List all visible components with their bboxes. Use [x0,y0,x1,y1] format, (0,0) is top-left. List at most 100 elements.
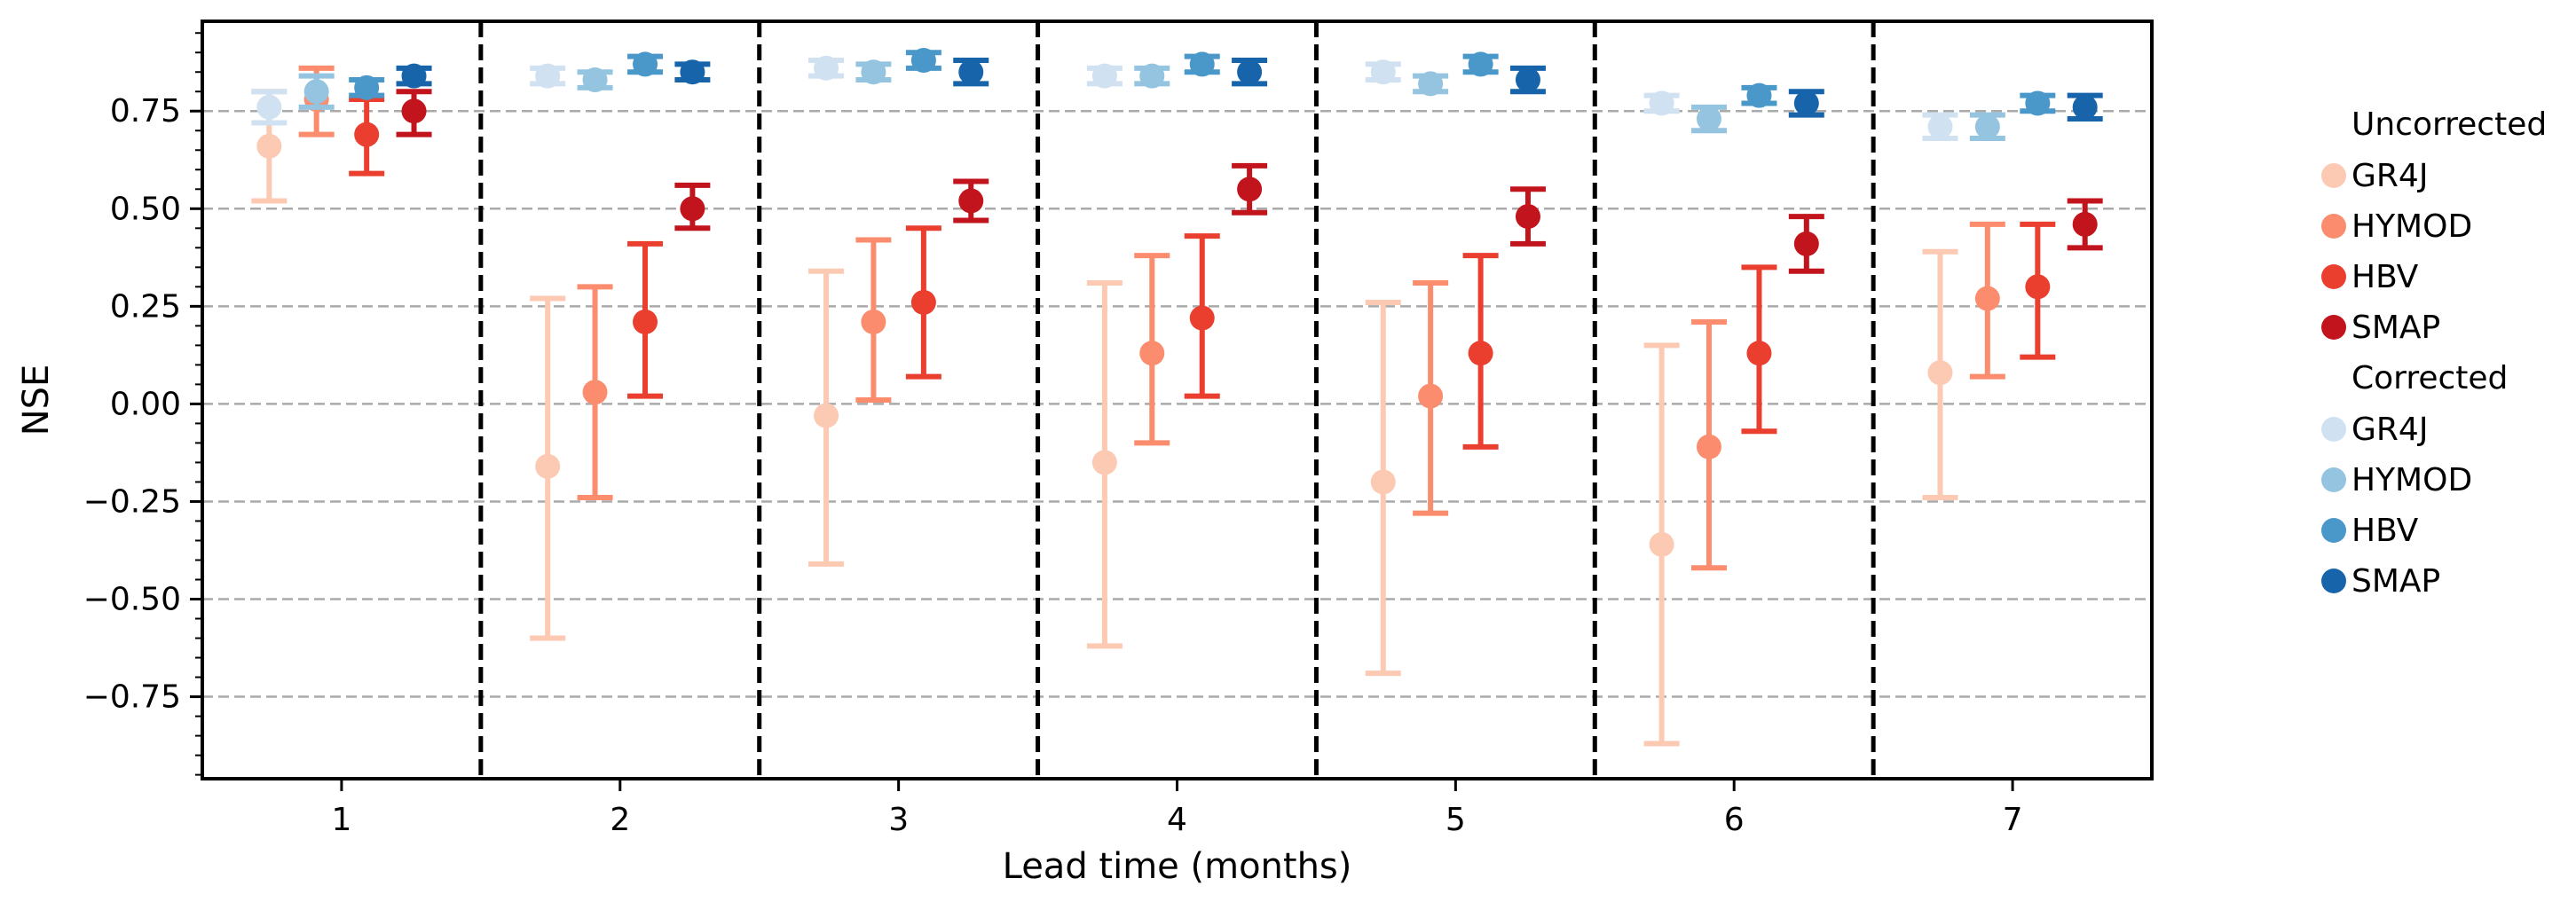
x-tick-label: 3 [888,802,909,838]
legend-marker [2321,315,2346,340]
data-point [354,122,380,147]
data-point [1515,67,1540,93]
legend-label: HBV [2351,259,2419,295]
y-tick-label: 0.25 [110,288,181,325]
data-point [582,67,608,93]
y-tick-label: 0.50 [110,191,181,227]
data-point [910,289,936,315]
y-axis: −0.75 −0.50 −0.25 0.00 0.25 0.50 0.75 [83,32,202,776]
legend-marker [2321,264,2346,289]
data-point [1139,341,1165,366]
legend-title: Uncorrected [2351,106,2547,143]
data-point [401,63,427,89]
data-point [1418,383,1444,409]
data-point [256,133,282,159]
data-point [680,59,705,85]
data-point [1418,71,1444,97]
x-tick-label: 5 [1446,802,1466,838]
data-point [1237,59,1263,85]
y-tick-label: 0.00 [110,386,181,422]
data-point [1189,305,1215,331]
x-tick-label: 6 [1724,802,1745,838]
data-point [1793,231,1819,256]
data-point [535,453,561,479]
legend-marker [2321,214,2346,239]
legend-marker [2321,467,2346,492]
data-point [1091,63,1117,89]
data-point [1370,59,1396,85]
data-point [1189,51,1215,77]
data-point [910,48,936,74]
data-point [535,63,561,89]
legend: Uncorrected GR4J HYMOD HBV SMAP Corrected GR4J… [2321,106,2547,600]
data-point [401,98,427,124]
legend-marker [2321,569,2346,593]
data-point [861,309,886,334]
grid-lines [202,109,2152,698]
data-point [814,403,839,428]
x-tick-label: 1 [331,802,351,838]
x-tick-label: 7 [2003,802,2023,838]
series-corrected-hbv [349,48,2056,116]
data-point [1746,341,1772,366]
data-point [2072,94,2098,120]
y-tick-label: −0.25 [83,483,181,520]
data-point [303,79,329,105]
data-point [1927,114,1953,139]
plot-frame [201,20,2154,780]
data-point [1237,176,1263,202]
y-tick-label: −0.50 [83,582,181,618]
series-uncorrected-gr4j [251,89,1958,747]
data-point [1468,51,1493,77]
data-point [1793,90,1819,116]
legend-marker [2321,417,2346,442]
data-point [354,75,380,100]
legend-label: HYMOD [2351,462,2472,498]
data-point [1649,531,1674,557]
data-point [2072,211,2098,237]
data-point [861,59,886,85]
series-uncorrected-hymod [298,65,2005,571]
x-tick-label: 2 [610,802,630,838]
data-point [633,309,658,334]
series-uncorrected-hbv [349,97,2056,450]
data-point [1974,286,2000,311]
legend-label: SMAP [2351,310,2440,346]
data-point [1468,341,1493,366]
data-point [633,51,658,77]
series-corrected-gr4j [251,55,1958,142]
data-point [1696,434,1721,459]
series-uncorrected-smap [396,89,2103,274]
data-point [256,94,282,120]
series-corrected-hymod [298,59,2005,142]
data-point [2025,90,2051,116]
data-point [1974,114,2000,139]
lead-time-separators [478,21,1876,779]
legend-marker [2321,518,2346,543]
legend-label: SMAP [2351,563,2440,600]
data-point [1746,82,1772,108]
data-point [680,196,705,222]
x-tick-label: 4 [1167,802,1187,838]
legend-label: HBV [2351,513,2419,549]
data-point [582,380,608,405]
legend-title: Corrected [2351,360,2508,396]
data-point [1091,450,1117,475]
legend-label: GR4J [2351,158,2428,194]
data-point [1649,90,1674,116]
legend-label: GR4J [2351,412,2428,448]
data-point [1139,63,1165,89]
data-point [1927,360,1953,386]
series-layer [251,48,2103,747]
data-point [958,59,984,85]
data-point [958,188,984,214]
y-tick-label: −0.75 [83,679,181,716]
legend-marker [2321,163,2346,188]
y-tick-label: 0.75 [110,93,181,129]
y-axis-label: NSE [16,365,57,436]
series-corrected-smap [396,58,2103,122]
data-point [1370,469,1396,495]
data-point [814,55,839,81]
data-point [1515,204,1540,230]
